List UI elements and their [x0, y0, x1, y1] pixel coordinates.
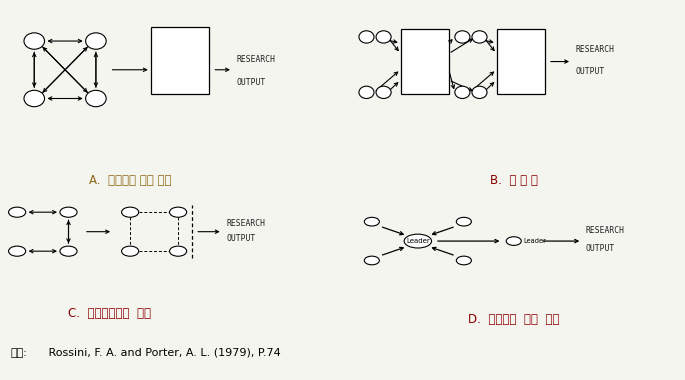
Ellipse shape — [86, 33, 106, 49]
Text: RESEARCH: RESEARCH — [575, 45, 614, 54]
Ellipse shape — [8, 246, 26, 256]
Text: Rossini, F. A. and Porter, A. L. (1979), P.74: Rossini, F. A. and Porter, A. L. (1979),… — [45, 348, 280, 358]
Text: OUTPUT: OUTPUT — [586, 244, 615, 253]
Ellipse shape — [169, 246, 186, 256]
Ellipse shape — [122, 207, 138, 217]
Text: B.  모 델 링: B. 모 델 링 — [490, 174, 538, 187]
Text: Leader: Leader — [523, 238, 546, 244]
Ellipse shape — [376, 86, 391, 98]
Text: RESEARCH: RESEARCH — [586, 226, 625, 236]
Text: 자료:: 자료: — [10, 348, 27, 358]
Text: OUTPUT: OUTPUT — [575, 67, 605, 76]
Ellipse shape — [455, 86, 470, 98]
Ellipse shape — [359, 31, 374, 43]
Ellipse shape — [506, 237, 521, 245]
Ellipse shape — [456, 217, 471, 226]
Ellipse shape — [169, 207, 186, 217]
Ellipse shape — [24, 90, 45, 107]
Text: RESEARCH: RESEARCH — [236, 55, 275, 64]
Ellipse shape — [359, 86, 374, 98]
Ellipse shape — [86, 90, 106, 107]
Text: OUTPUT: OUTPUT — [236, 78, 266, 87]
Text: OUTPUT: OUTPUT — [226, 234, 256, 244]
Ellipse shape — [60, 246, 77, 256]
Ellipse shape — [472, 86, 487, 98]
Ellipse shape — [472, 31, 487, 43]
Text: RESEARCH: RESEARCH — [226, 218, 265, 228]
Ellipse shape — [404, 234, 432, 248]
Bar — [401, 29, 449, 94]
Text: A.  공통그룹 학습 모형: A. 공통그룹 학습 모형 — [89, 174, 171, 187]
Ellipse shape — [122, 246, 138, 256]
Ellipse shape — [364, 217, 379, 226]
Bar — [497, 29, 545, 94]
Ellipse shape — [8, 207, 26, 217]
Bar — [151, 27, 209, 94]
Text: D.  지도자에  의한  통합: D. 지도자에 의한 통합 — [468, 312, 560, 326]
Ellipse shape — [376, 31, 391, 43]
Ellipse shape — [60, 207, 77, 217]
Ellipse shape — [24, 33, 45, 49]
Text: Leader: Leader — [406, 238, 429, 244]
Ellipse shape — [364, 256, 379, 265]
Ellipse shape — [456, 256, 471, 265]
Ellipse shape — [455, 31, 470, 43]
Text: C.  전문가들간의  협업: C. 전문가들간의 협업 — [68, 307, 151, 320]
